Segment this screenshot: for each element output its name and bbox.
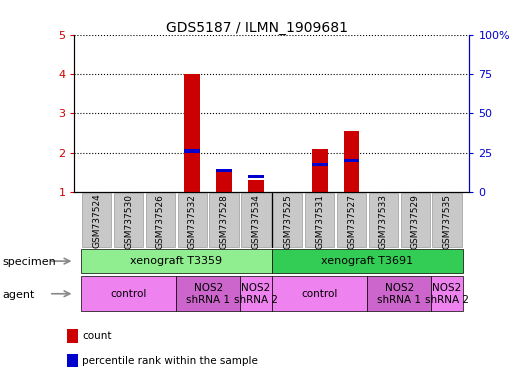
Bar [184,74,200,192]
Text: control: control [302,289,338,299]
Bar [240,276,272,311]
Bar [216,169,232,172]
Bar [272,249,463,273]
Text: GSM737525: GSM737525 [283,194,292,248]
Text: specimen: specimen [3,257,56,267]
Bar [81,276,176,311]
Bar [82,193,111,247]
Text: GDS5187 / ILMN_1909681: GDS5187 / ILMN_1909681 [166,21,347,35]
Text: GSM737526: GSM737526 [156,194,165,248]
Bar [184,149,200,153]
Text: GSM737527: GSM737527 [347,194,356,248]
Text: NOS2
shRNA 1: NOS2 shRNA 1 [186,283,230,305]
Bar [81,249,272,273]
Bar [312,149,328,192]
Text: NOS2
shRNA 2: NOS2 shRNA 2 [425,283,469,305]
Bar [248,175,264,178]
Text: GSM737535: GSM737535 [443,194,451,249]
Bar [146,193,175,247]
Text: GSM737531: GSM737531 [315,194,324,249]
Text: GSM737532: GSM737532 [188,194,197,248]
Text: GSM737529: GSM737529 [411,194,420,248]
Bar [241,193,271,247]
Bar [216,170,232,192]
Bar [272,276,367,311]
Bar [431,276,463,311]
Bar [312,163,328,166]
Text: NOS2
shRNA 2: NOS2 shRNA 2 [234,283,278,305]
Bar [305,193,334,247]
Text: percentile rank within the sample: percentile rank within the sample [82,356,258,366]
Bar [401,193,430,247]
Text: control: control [110,289,147,299]
Bar [209,193,239,247]
Bar [344,131,360,192]
Text: xenograft T3691: xenograft T3691 [321,256,413,266]
Text: GSM737533: GSM737533 [379,194,388,249]
Bar [337,193,366,247]
Text: GSM737524: GSM737524 [92,194,101,248]
Text: GSM737530: GSM737530 [124,194,133,249]
Text: GSM737534: GSM737534 [251,194,261,248]
Text: xenograft T3359: xenograft T3359 [130,256,223,266]
Bar [369,193,398,247]
Bar [432,193,462,247]
Bar [344,159,360,162]
Bar [114,193,143,247]
Text: GSM737528: GSM737528 [220,194,229,248]
Text: agent: agent [3,290,35,300]
Text: NOS2
shRNA 1: NOS2 shRNA 1 [378,283,421,305]
Bar [367,276,431,311]
Bar [176,276,240,311]
Bar [177,193,207,247]
Text: count: count [82,331,112,341]
Bar [248,180,264,192]
Bar [273,193,303,247]
